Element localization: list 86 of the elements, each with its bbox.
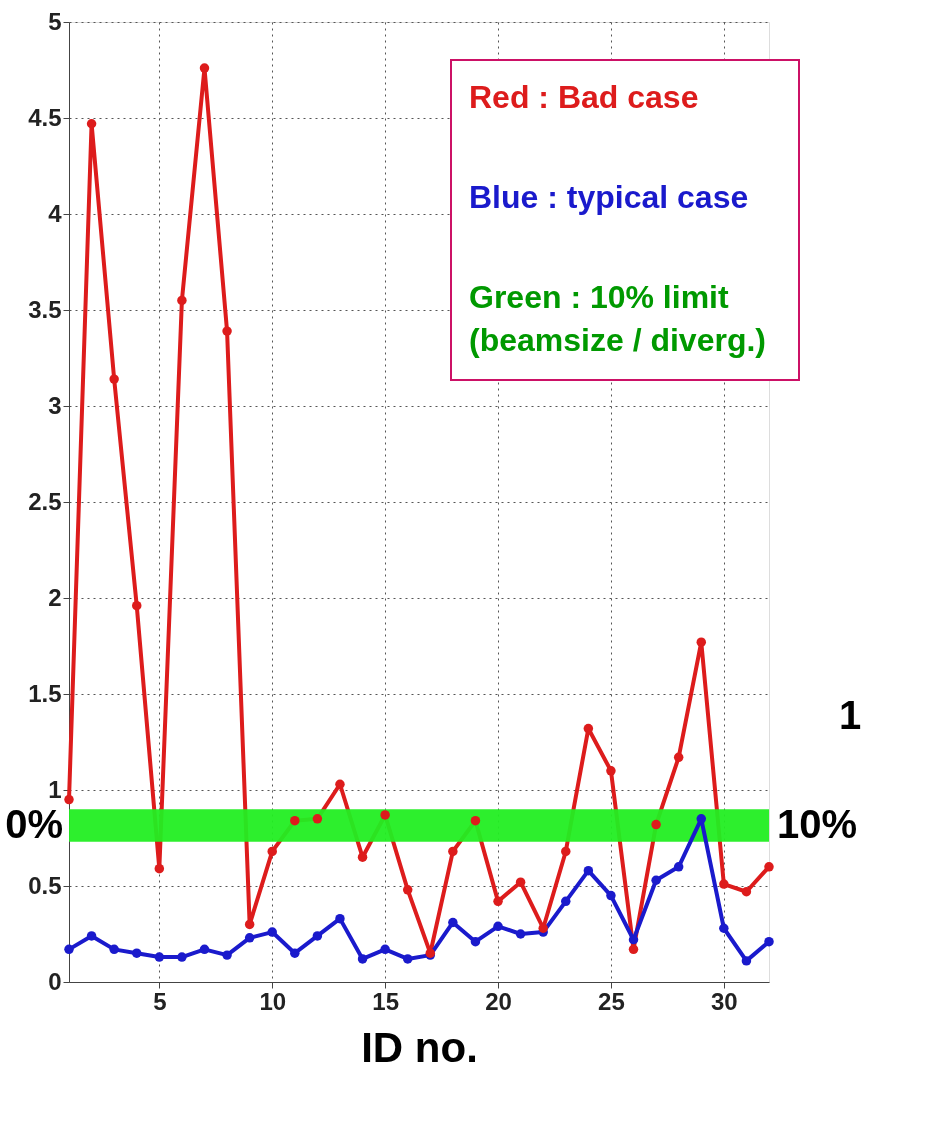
point [109,944,119,955]
point [109,374,119,384]
y-tick-label: 4.5 [28,103,62,131]
y-tick-label: 1 [48,775,62,803]
point [583,865,594,876]
y-tick-label: 2.5 [28,487,62,515]
y-tick-label: 1.5 [28,679,62,707]
point [290,815,300,826]
point [402,954,413,964]
point [380,810,390,820]
point [177,952,187,962]
point [64,794,74,805]
point [515,929,526,939]
point [199,944,210,955]
point [199,63,210,73]
point [741,956,752,966]
point [493,921,503,932]
band-label: 10% [777,801,858,846]
point [448,846,458,857]
point [470,936,481,947]
point [290,948,300,958]
point [673,862,684,872]
point [741,887,752,897]
point [154,952,165,962]
point [402,885,413,895]
point [132,600,142,611]
point [628,944,639,955]
x-tick-label: 20 [485,987,512,1015]
point [651,819,661,830]
point [335,913,345,924]
point [561,896,571,907]
annotation: (beamsize / diverg.) [469,322,766,358]
x-tick-label: 30 [710,987,738,1015]
point [515,877,526,887]
y-tick-label: 2 [48,583,62,611]
x-tick-label: 10 [259,987,287,1015]
point [222,326,232,336]
text: 0% [5,802,63,847]
point [267,927,277,937]
point [86,119,97,129]
point [267,846,277,857]
y-tick-label: 0.5 [28,871,62,899]
point [606,890,616,901]
point [606,766,616,776]
point [470,815,481,826]
point [86,931,97,941]
point [583,723,594,734]
point [357,852,368,862]
point [357,954,368,964]
point [335,779,345,789]
point [244,919,255,930]
point [696,637,706,647]
point [177,295,187,306]
y-tick-label: 4 [48,199,63,227]
point [448,917,458,928]
point [222,950,232,960]
point [561,846,571,857]
point [651,875,661,885]
x-tick-label: 15 [372,987,399,1015]
text: 1 [839,693,862,738]
y-tick-label: 5 [48,7,62,35]
point [64,944,74,955]
point [764,936,774,947]
point [312,814,323,824]
x-axis-title: ID no. [361,1023,478,1071]
point [696,814,706,824]
point [719,923,729,933]
point [764,862,774,872]
point [673,752,684,763]
y-tick-label: 3 [48,391,62,419]
point [538,923,548,933]
annotation: Green : 10% limit [469,279,729,315]
point [312,931,323,941]
y-tick-label: 3.5 [28,295,62,323]
x-tick-label: 25 [598,987,625,1015]
text: Blue : typical case [469,179,749,215]
point [719,879,729,889]
text: Red : Bad case [469,79,699,115]
point [380,944,390,955]
point [154,863,165,874]
point [244,933,255,943]
y-tick-label: 0 [48,967,62,995]
x-tick-label: 5 [153,987,167,1015]
point [628,935,639,945]
point [493,896,503,907]
point [132,948,142,958]
